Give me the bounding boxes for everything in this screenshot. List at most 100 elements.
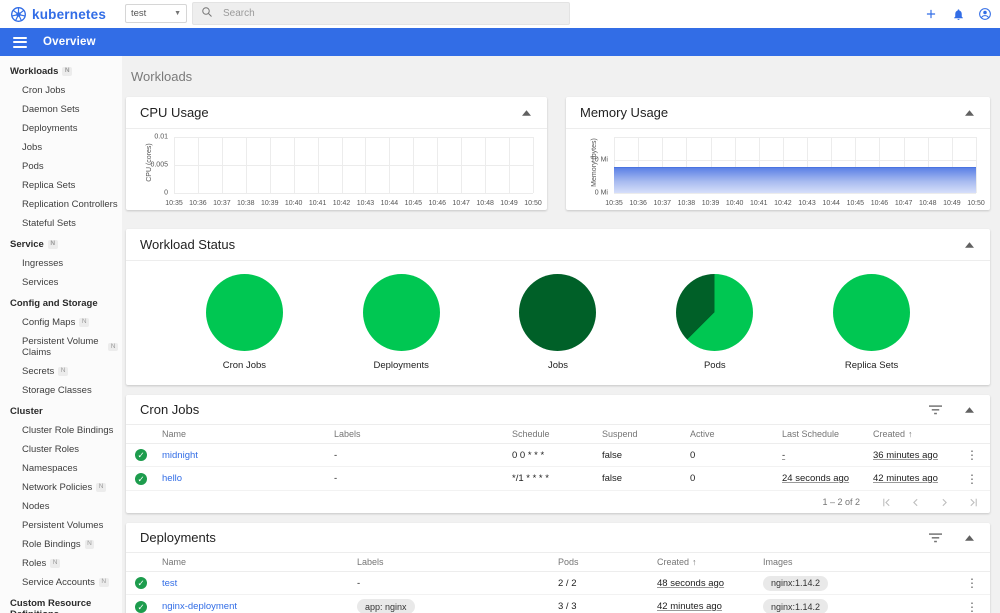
pods-cell: 2 / 2 — [558, 577, 577, 589]
sidebar-section-label: Config and Storage — [10, 298, 98, 309]
x-tick-label: 10:47 — [894, 200, 913, 207]
sidebar-item-label: Jobs — [22, 142, 43, 153]
column-header-last-schedule[interactable]: Last Schedule — [782, 429, 873, 439]
namespaced-badge: N — [62, 67, 73, 76]
account-icon[interactable] — [978, 7, 992, 21]
column-header-images[interactable]: Images — [763, 557, 956, 567]
sidebar-item-replication-controllers[interactable]: Replication Controllers — [0, 195, 122, 214]
add-icon[interactable] — [924, 7, 938, 21]
sidebar-section-label: Service — [10, 239, 44, 250]
sidebar-item-ingresses[interactable]: Ingresses — [0, 254, 122, 273]
sidebar-item-persistent-volumes[interactable]: Persistent Volumes — [0, 516, 122, 535]
filter-icon[interactable] — [928, 531, 942, 545]
row-menu-icon[interactable]: ⋮ — [966, 576, 978, 590]
cron-jobs-card: Cron Jobs Name Labels Schedule Suspend Activ… — [126, 395, 990, 513]
images-cell: nginx:1.14.2 — [763, 599, 956, 613]
namespaced-badge: N — [98, 578, 109, 587]
row-menu-icon[interactable]: ⋮ — [966, 471, 978, 486]
column-header-active[interactable]: Active — [690, 429, 782, 439]
search-bar[interactable] — [192, 2, 570, 25]
column-header-suspend[interactable]: Suspend — [602, 429, 690, 439]
gridline — [734, 137, 736, 193]
sidebar-item-config-maps[interactable]: Config Maps N — [0, 313, 122, 332]
sidebar-item-label: Storage Classes — [22, 385, 92, 396]
sidebar-section-service[interactable]: Service N — [0, 233, 122, 254]
sidebar-item-storage-classes[interactable]: Storage Classes — [0, 381, 122, 400]
x-tick-label: 10:50 — [967, 200, 985, 207]
last-page-icon[interactable] — [967, 496, 980, 509]
memory-usage-card: Memory Usage Memory (bytes) 10:35 10:36 10… — [566, 97, 990, 210]
sidebar-item-namespaces[interactable]: Namespaces — [0, 459, 122, 478]
collapse-icon[interactable] — [519, 106, 533, 120]
pie-chart[interactable] — [676, 274, 754, 351]
column-header-labels[interactable]: Labels — [334, 429, 512, 439]
column-header-labels[interactable]: Labels — [357, 557, 558, 567]
sidebar-item-network-policies[interactable]: Network Policies N — [0, 478, 122, 497]
first-page-icon[interactable] — [880, 496, 893, 509]
sidebar-item-services[interactable]: Services — [0, 273, 122, 292]
pie-chart[interactable] — [205, 274, 283, 351]
collapse-icon[interactable] — [962, 531, 976, 545]
sidebar-item-persistent-volume-claims[interactable]: Persistent Volume Claims N — [0, 332, 122, 362]
sidebar-item-cluster-role-bindings[interactable]: Cluster Role Bindings — [0, 421, 122, 440]
sidebar-section-cluster[interactable]: Cluster — [0, 400, 122, 421]
gridline — [662, 137, 664, 193]
row-menu-icon[interactable]: ⋮ — [966, 599, 978, 613]
created-cell: 42 minutes ago — [657, 601, 722, 612]
row-menu-icon[interactable]: ⋮ — [966, 448, 978, 462]
filter-icon[interactable] — [928, 403, 942, 417]
kubernetes-logo[interactable]: kubernetes — [10, 0, 106, 28]
pie-chart[interactable] — [833, 274, 911, 351]
success-check-icon: ✓ — [135, 577, 147, 589]
column-header-label: Active — [690, 429, 715, 439]
sidebar-item-cluster-roles[interactable]: Cluster Roles — [0, 440, 122, 459]
deployment-name-link[interactable]: test — [162, 577, 178, 589]
menu-icon[interactable] — [13, 36, 27, 48]
collapse-icon[interactable] — [962, 106, 976, 120]
sidebar-item-nodes[interactable]: Nodes — [0, 497, 122, 516]
column-header-name[interactable]: Name — [162, 429, 334, 439]
column-header-name[interactable]: Name — [162, 557, 357, 567]
sidebar-item-deployments[interactable]: Deployments — [0, 119, 122, 138]
column-header-created[interactable]: Created ↑ — [873, 429, 956, 439]
collapse-icon[interactable] — [962, 238, 976, 252]
cron-jobs-paginator: 1 – 2 of 2 — [126, 490, 990, 513]
sidebar-nav: Workloads N Cron Jobs Daemon Sets Deployment… — [0, 56, 122, 613]
column-header-created[interactable]: Created ↑ — [657, 557, 763, 567]
pie-chart[interactable] — [362, 274, 440, 351]
namespaced-badge: N — [79, 318, 90, 327]
cron-job-name-link[interactable]: hello — [162, 473, 183, 484]
status-cell: ✓ — [126, 577, 162, 589]
sidebar-item-secrets[interactable]: Secrets N — [0, 362, 122, 381]
sidebar-item-jobs[interactable]: Jobs — [0, 138, 122, 157]
sidebar-item-role-bindings[interactable]: Role Bindings N — [0, 535, 122, 554]
sidebar-item-cron-jobs[interactable]: Cron Jobs — [0, 81, 122, 100]
memory-chart: Memory (bytes) 10:35 10:36 10:37 10:38 10:39… — [576, 133, 985, 207]
deployment-name-link[interactable]: nginx-deployment — [162, 601, 237, 612]
chevron-right-icon[interactable] — [938, 496, 951, 509]
sidebar-item-label: Cron Jobs — [22, 85, 66, 96]
kubernetes-wheel-icon — [10, 6, 27, 23]
sidebar-item-pods[interactable]: Pods — [0, 157, 122, 176]
cron-job-name-link[interactable]: midnight — [162, 449, 198, 461]
sidebar-item-stateful-sets[interactable]: Stateful Sets — [0, 214, 122, 233]
sidebar-item-roles[interactable]: Roles N — [0, 554, 122, 573]
namespace-selector[interactable]: test ▼ — [125, 4, 187, 23]
sidebar-item-label: Daemon Sets — [22, 104, 80, 115]
chevron-left-icon[interactable] — [909, 496, 922, 509]
sidebar-item-replica-sets[interactable]: Replica Sets — [0, 176, 122, 195]
search-input[interactable] — [223, 8, 561, 19]
column-header-pods[interactable]: Pods — [558, 557, 657, 567]
memory-usage-title: Memory Usage — [580, 105, 669, 120]
column-header-schedule[interactable]: Schedule — [512, 429, 602, 439]
sidebar-section-custom-resource-definitions[interactable]: Custom Resource Definitions — [0, 592, 122, 613]
namespaced-badge: N — [96, 483, 106, 492]
namespace-value: test — [131, 8, 147, 19]
pie-chart[interactable] — [519, 274, 597, 351]
sidebar-item-service-accounts[interactable]: Service Accounts N — [0, 573, 122, 592]
sidebar-item-daemon-sets[interactable]: Daemon Sets — [0, 100, 122, 119]
sidebar-section-workloads[interactable]: Workloads N — [0, 60, 122, 81]
notifications-icon[interactable] — [951, 7, 965, 21]
sidebar-section-config-and-storage[interactable]: Config and Storage — [0, 292, 122, 313]
collapse-icon[interactable] — [962, 403, 976, 417]
